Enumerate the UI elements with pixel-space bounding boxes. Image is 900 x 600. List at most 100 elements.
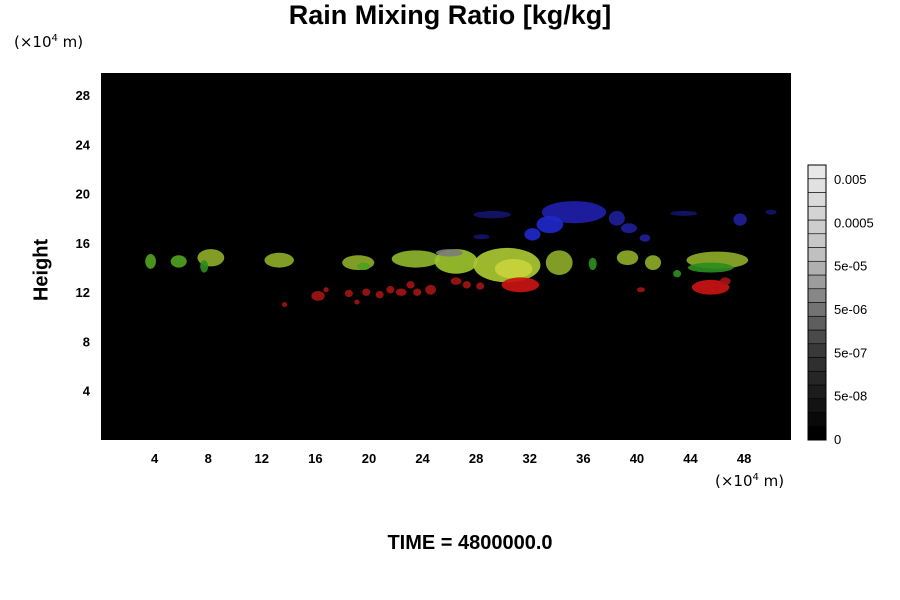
x-tick-label: 48 <box>737 451 751 466</box>
rain-cell-40 <box>524 228 541 241</box>
rain-cell-48 <box>473 234 490 240</box>
x-tick-label: 40 <box>630 451 644 466</box>
x-unit-exponent: 4 <box>752 472 759 483</box>
colorbar-tick-label: 5e-08 <box>834 389 867 404</box>
rain-cell-11 <box>545 250 573 275</box>
rain-cell-42 <box>620 223 637 234</box>
y-axis-ticks: 4 8 12 16 20 24 28 <box>76 88 91 399</box>
rain-cell-19 <box>281 302 288 307</box>
y-tick-label: 16 <box>76 236 90 251</box>
colorbar-segment <box>807 260 827 276</box>
colorbar-tick-label: 0 <box>834 432 841 447</box>
colorbar-tick-label: 5e-06 <box>834 302 867 317</box>
x-tick-label: 36 <box>576 451 590 466</box>
rain-cell-13 <box>616 250 639 266</box>
rain-cell-32 <box>462 281 471 289</box>
rain-cell-37 <box>719 277 731 285</box>
rain-cell-7 <box>391 250 440 268</box>
x-tick-label: 4 <box>151 451 159 466</box>
x-tick-label: 24 <box>415 451 430 466</box>
colorbar-segment <box>807 192 827 207</box>
y-tick-label: 8 <box>83 334 90 349</box>
x-tick-label: 44 <box>683 451 698 466</box>
x-axis-unit: (×104 m) <box>715 472 784 490</box>
rain-cell-47 <box>765 209 777 215</box>
colorbar-segment <box>807 384 827 400</box>
x-tick-label: 8 <box>205 451 212 466</box>
rain-cell-24 <box>362 288 371 296</box>
rain-cell-23 <box>354 299 360 305</box>
colorbar-segment <box>807 274 827 290</box>
x-tick-label: 12 <box>255 451 269 466</box>
rain-cell-25 <box>375 290 384 299</box>
colorbar-segment <box>807 425 827 441</box>
colorbar-segment <box>807 398 827 413</box>
y-tick-label: 24 <box>76 137 91 152</box>
x-tick-label: 28 <box>469 451 483 466</box>
colorbar-segment <box>807 205 827 221</box>
rain-cell-33 <box>476 282 485 290</box>
colorbar-segment <box>807 302 827 317</box>
x-tick-label: 16 <box>308 451 322 466</box>
colorbar-segment <box>807 412 827 427</box>
x-axis-ticks: 4 8 12 16 20 24 28 32 36 40 44 48 <box>151 451 751 466</box>
rain-cell-43 <box>639 234 651 242</box>
rain-cell-4 <box>264 252 294 268</box>
x-unit-prefix: (×10 <box>715 472 753 490</box>
rain-cell-26 <box>386 286 395 294</box>
y-axis-unit: (×104 m) <box>14 33 83 51</box>
rain-cell-10 <box>494 258 533 279</box>
y-unit-prefix: (×10 <box>14 33 52 51</box>
rain-cell-12 <box>588 257 597 271</box>
colorbar-segment <box>807 357 827 372</box>
rain-cell-45 <box>473 210 511 219</box>
rain-cell-16 <box>687 262 734 273</box>
rain-cell-22 <box>344 289 353 298</box>
rain-cell-17 <box>673 270 682 278</box>
colorbar-tick-label: 0.0005 <box>834 215 874 230</box>
rain-cell-18 <box>435 249 463 257</box>
colorbar-segment <box>807 288 827 303</box>
x-unit-suffix: m) <box>758 472 785 490</box>
y-tick-label: 20 <box>76 187 90 202</box>
y-tick-label: 12 <box>76 285 90 300</box>
rain-cell-30 <box>425 284 436 295</box>
colorbar-segment <box>807 164 827 180</box>
chart-title: Rain Mixing Ratio [kg/kg] <box>288 0 612 30</box>
rain-cell-0 <box>145 254 156 269</box>
rain-cell-27 <box>395 288 407 296</box>
colorbar-tick-label: 5e-05 <box>834 259 867 274</box>
rain-cell-28 <box>406 281 415 289</box>
time-label: TIME = 4800000.0 <box>387 532 553 554</box>
colorbar-segment <box>807 343 827 358</box>
colorbar-segment <box>807 233 827 248</box>
colorbar-frame <box>807 164 827 441</box>
rain-cell-6 <box>356 262 371 271</box>
x-tick-label: 32 <box>523 451 537 466</box>
rain-cell-3 <box>200 260 209 273</box>
rain-cell-21 <box>323 287 329 293</box>
rain-cell-34 <box>501 277 540 293</box>
rain-cell-41 <box>608 210 625 226</box>
rain-cell-1 <box>170 255 187 268</box>
x-tick-label: 20 <box>362 451 376 466</box>
colorbar-segment <box>807 178 827 193</box>
rain-cell-36 <box>691 279 730 295</box>
y-unit-suffix: m) <box>57 33 84 51</box>
colorbar-tick-label: 0.005 <box>834 172 867 187</box>
colorbar-segment <box>807 370 827 386</box>
y-unit-exponent: 4 <box>51 33 58 44</box>
colorbar-segment <box>807 247 827 262</box>
colorbar-tick-label: 5e-07 <box>834 345 867 360</box>
rain-cell-29 <box>413 288 422 296</box>
rain-cell-31 <box>450 277 462 285</box>
y-tick-label: 28 <box>76 88 90 103</box>
rain-cell-39 <box>536 215 564 234</box>
heatmap-cells <box>145 201 777 307</box>
colorbar-segment <box>807 315 827 331</box>
colorbar-segment <box>807 329 827 345</box>
colorbar-segment <box>807 219 827 235</box>
rain-cell-46 <box>670 210 698 216</box>
rain-cell-20 <box>311 290 325 301</box>
